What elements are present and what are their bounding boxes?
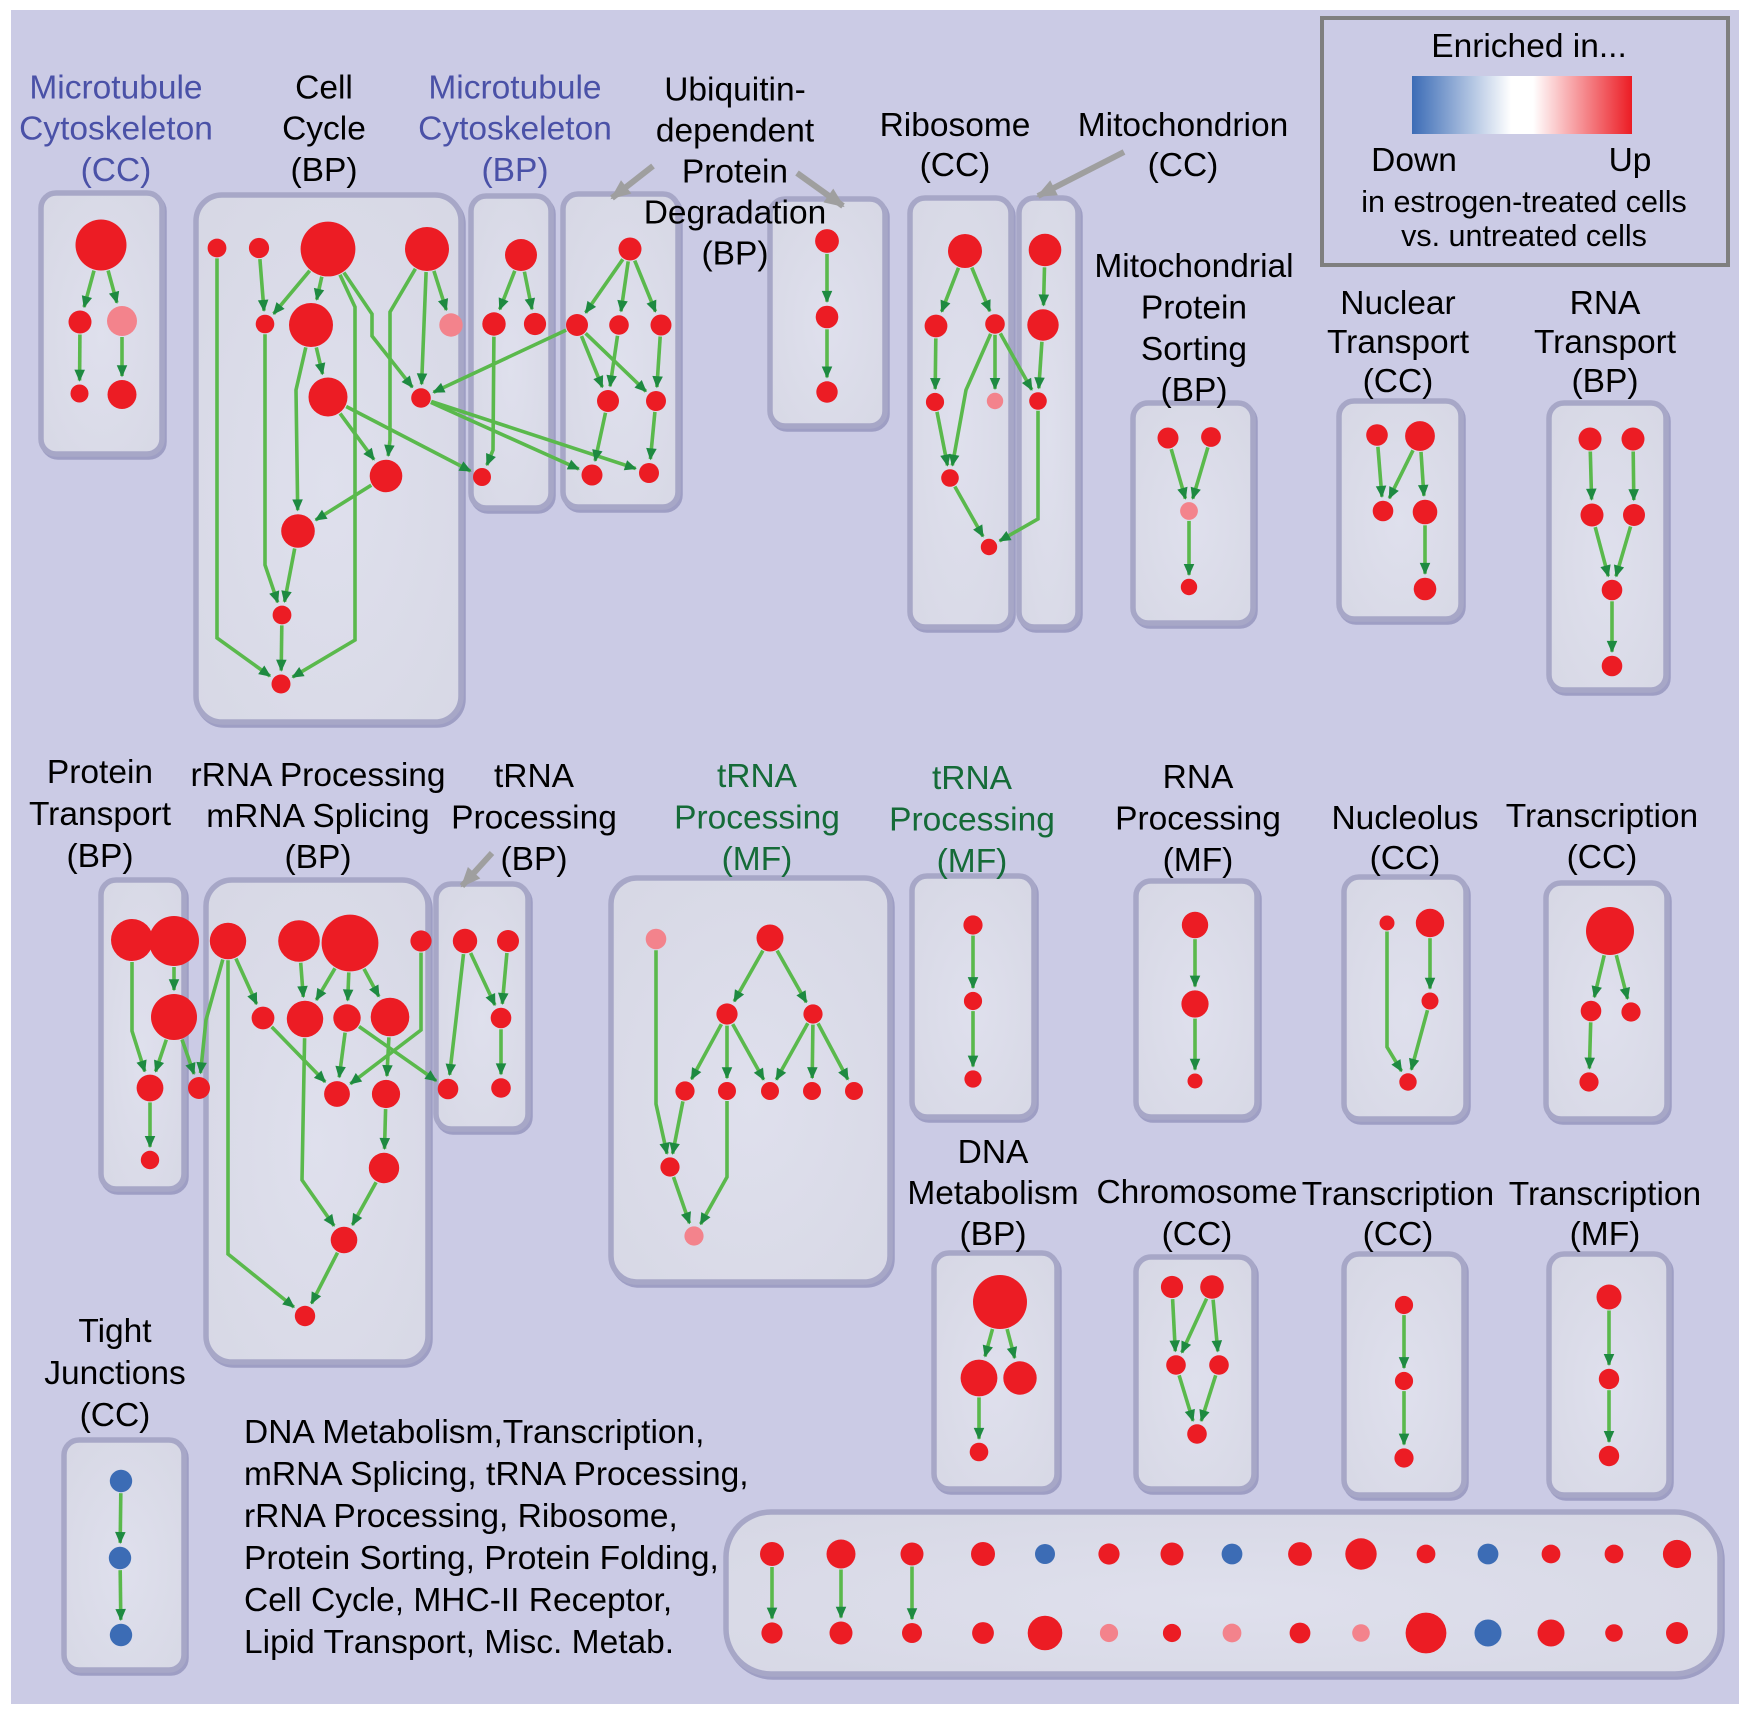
svg-text:RNA: RNA bbox=[1570, 285, 1641, 322]
svg-text:Processing: Processing bbox=[1115, 801, 1281, 838]
svg-text:(CC): (CC) bbox=[1162, 1216, 1233, 1253]
svg-text:(MF): (MF) bbox=[1570, 1216, 1641, 1253]
svg-text:Sorting: Sorting bbox=[1141, 331, 1247, 368]
svg-text:mRNA Splicing, tRNA Processing: mRNA Splicing, tRNA Processing, bbox=[244, 1456, 749, 1493]
svg-text:Chromosome: Chromosome bbox=[1096, 1174, 1297, 1211]
svg-text:Enriched in...: Enriched in... bbox=[1431, 28, 1627, 65]
svg-text:(CC): (CC) bbox=[1370, 840, 1441, 877]
svg-text:Transport: Transport bbox=[29, 796, 172, 833]
svg-text:(MF): (MF) bbox=[937, 843, 1008, 880]
svg-text:Transcription: Transcription bbox=[1302, 1176, 1494, 1213]
svg-text:dependent: dependent bbox=[656, 113, 815, 150]
svg-text:vs. untreated cells: vs. untreated cells bbox=[1401, 219, 1647, 253]
svg-text:(CC): (CC) bbox=[1363, 1216, 1434, 1253]
svg-text:Microtubule: Microtubule bbox=[29, 70, 202, 107]
svg-text:(BP): (BP) bbox=[960, 1216, 1027, 1253]
svg-text:Transport: Transport bbox=[1534, 324, 1677, 361]
svg-text:rRNA Processing: rRNA Processing bbox=[190, 757, 445, 794]
svg-text:Ubiquitin-: Ubiquitin- bbox=[664, 72, 806, 109]
svg-text:Junctions: Junctions bbox=[44, 1355, 186, 1392]
svg-text:Down: Down bbox=[1371, 142, 1457, 179]
svg-text:Cytoskeleton: Cytoskeleton bbox=[418, 111, 612, 148]
svg-text:Cycle: Cycle bbox=[282, 111, 366, 148]
svg-text:Lipid Transport, Misc. Metab.: Lipid Transport, Misc. Metab. bbox=[244, 1624, 674, 1661]
svg-text:Microtubule: Microtubule bbox=[428, 70, 601, 107]
svg-text:(CC): (CC) bbox=[920, 147, 991, 184]
svg-text:Protein: Protein bbox=[1141, 289, 1247, 326]
svg-text:Protein: Protein bbox=[682, 154, 788, 191]
svg-text:Metabolism: Metabolism bbox=[907, 1175, 1078, 1212]
svg-text:(BP): (BP) bbox=[501, 841, 568, 878]
svg-text:Protein: Protein bbox=[47, 754, 153, 791]
svg-text:(CC): (CC) bbox=[80, 1397, 151, 1434]
svg-text:Up: Up bbox=[1609, 142, 1652, 179]
svg-text:tRNA: tRNA bbox=[494, 758, 575, 795]
svg-text:Processing: Processing bbox=[889, 802, 1055, 839]
svg-text:Processing: Processing bbox=[674, 800, 840, 837]
svg-text:(CC): (CC) bbox=[1363, 363, 1434, 400]
svg-text:in estrogen-treated cells: in estrogen-treated cells bbox=[1361, 185, 1687, 219]
svg-text:rRNA Processing, Ribosome,: rRNA Processing, Ribosome, bbox=[244, 1498, 678, 1535]
svg-text:Tight: Tight bbox=[78, 1313, 152, 1350]
svg-text:Degradation: Degradation bbox=[644, 195, 827, 232]
svg-text:(BP): (BP) bbox=[1161, 372, 1228, 409]
svg-text:RNA: RNA bbox=[1163, 759, 1234, 796]
svg-text:tRNA: tRNA bbox=[932, 760, 1013, 797]
svg-text:(CC): (CC) bbox=[1567, 839, 1638, 876]
svg-text:(MF): (MF) bbox=[722, 841, 793, 878]
svg-text:Nucleolus: Nucleolus bbox=[1331, 800, 1478, 837]
svg-text:Mitochondrion: Mitochondrion bbox=[1078, 107, 1288, 144]
svg-text:Mitochondrial: Mitochondrial bbox=[1094, 248, 1293, 285]
svg-text:(BP): (BP) bbox=[67, 838, 134, 875]
svg-text:Cytoskeleton: Cytoskeleton bbox=[19, 111, 213, 148]
svg-text:Processing: Processing bbox=[451, 800, 617, 837]
svg-text:Cell: Cell bbox=[295, 70, 353, 107]
svg-text:Ribosome: Ribosome bbox=[880, 107, 1031, 144]
svg-text:Nuclear: Nuclear bbox=[1340, 285, 1455, 322]
svg-text:DNA: DNA bbox=[958, 1134, 1029, 1171]
svg-text:Transport: Transport bbox=[1327, 324, 1470, 361]
svg-text:mRNA Splicing: mRNA Splicing bbox=[206, 798, 429, 835]
svg-text:(CC): (CC) bbox=[1148, 147, 1219, 184]
svg-text:(MF): (MF) bbox=[1163, 842, 1234, 879]
svg-text:(BP): (BP) bbox=[702, 236, 769, 273]
svg-text:(BP): (BP) bbox=[482, 152, 549, 189]
svg-text:tRNA: tRNA bbox=[717, 758, 798, 795]
svg-text:Cell Cycle, MHC-II Receptor,: Cell Cycle, MHC-II Receptor, bbox=[244, 1582, 672, 1619]
svg-text:DNA Metabolism,Transcription,: DNA Metabolism,Transcription, bbox=[244, 1414, 704, 1451]
svg-text:(BP): (BP) bbox=[291, 152, 358, 189]
svg-text:Protein Sorting, Protein Foldi: Protein Sorting, Protein Folding, bbox=[244, 1540, 719, 1577]
svg-text:Transcription: Transcription bbox=[1506, 798, 1698, 835]
svg-text:(BP): (BP) bbox=[1572, 363, 1639, 400]
svg-text:Transcription: Transcription bbox=[1509, 1176, 1701, 1213]
svg-text:(BP): (BP) bbox=[285, 839, 352, 876]
svg-text:(CC): (CC) bbox=[81, 152, 152, 189]
